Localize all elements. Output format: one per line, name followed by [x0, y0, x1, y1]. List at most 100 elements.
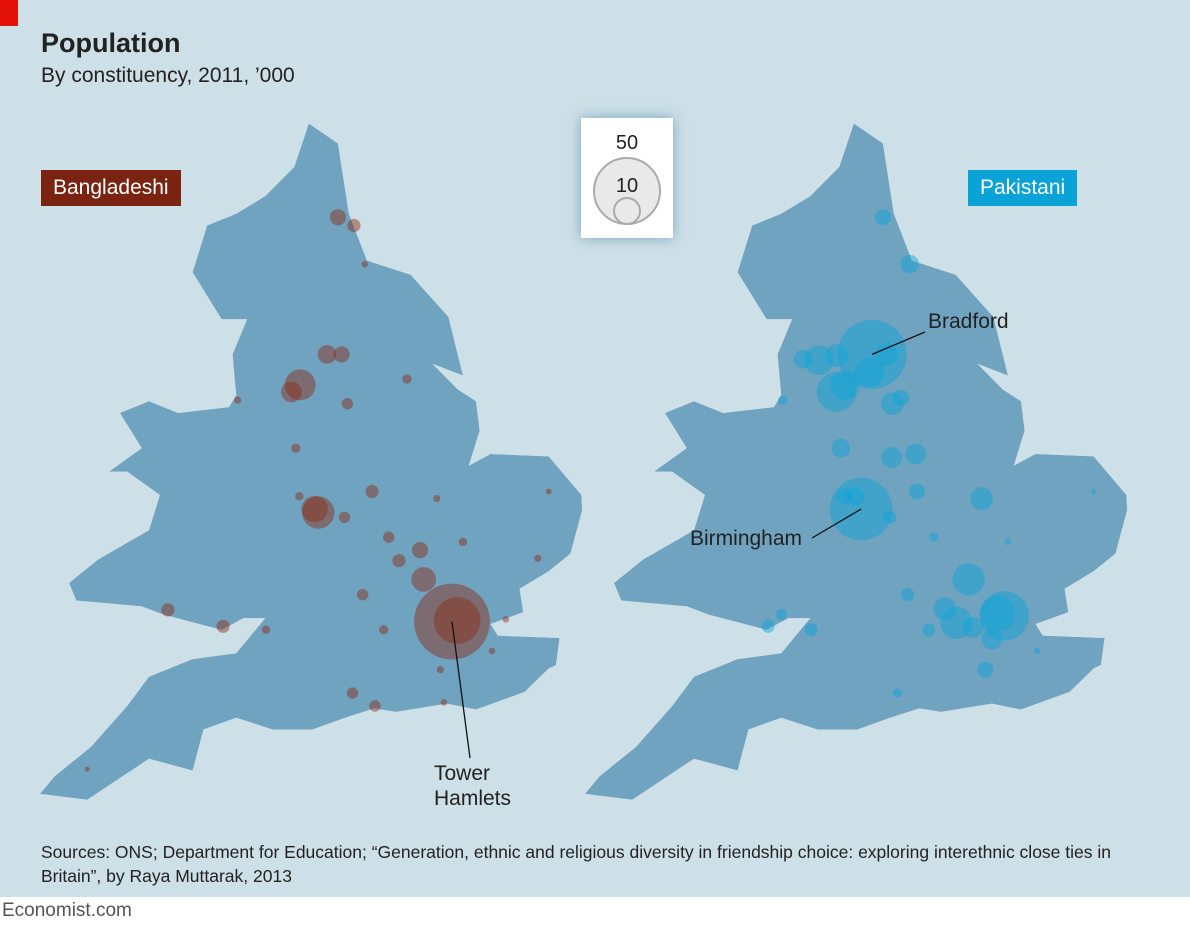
bubble-peterborough [433, 494, 441, 503]
bubble-oxford [356, 588, 369, 601]
bubble-milton-keynes [392, 554, 406, 568]
source-note: Sources: ONS; Department for Education; … [41, 842, 1111, 886]
bubble-bedford [411, 542, 429, 559]
legend-label-50: 50 [616, 132, 638, 154]
bubble-middlesbrough [361, 260, 369, 268]
bubble-norwich [545, 488, 552, 495]
bubble-croydon [981, 628, 1003, 650]
bubble-wolverhampton [836, 488, 853, 505]
bubble-rotherham [893, 389, 910, 406]
bubble-sheffield [880, 392, 904, 416]
bubble-birmingham-ladywood [301, 495, 328, 523]
map-pakistani [585, 123, 1128, 800]
bubble-swansea [161, 603, 175, 617]
bubble-burnley [824, 344, 848, 368]
bubble-liverpool [777, 395, 788, 405]
bubble-walsall [845, 486, 865, 506]
england-wales-landmass [585, 123, 1128, 800]
bubble-cardiff [761, 619, 775, 633]
bubble-portsmouth [369, 700, 381, 712]
bubble-norwich [1091, 488, 1097, 495]
annotation-tower: Tower [434, 762, 490, 785]
bubble-hounslow [962, 617, 984, 638]
bubble-northampton [383, 531, 395, 543]
bubble-cornwall [84, 766, 90, 772]
annotation-bradford-label: Bradford [928, 310, 1009, 333]
bubble-newcastle [874, 209, 892, 226]
bubble-oldham [284, 369, 316, 401]
map-bangladeshi [40, 123, 583, 800]
bubble-waltham-forest [980, 595, 1016, 631]
label-pakistani: Pakistani [968, 170, 1078, 206]
bubble-high-wycombe [933, 597, 957, 621]
bubble-coventry [338, 511, 351, 524]
bubble-leicester [365, 484, 379, 499]
bubble-newcastle [329, 209, 347, 226]
maps: Tower Hamlets Bradford Birmingham [40, 123, 1128, 810]
bubble-leeds [333, 346, 350, 363]
legend-circle-10 [613, 197, 641, 225]
footer-credit: Economist.com [2, 900, 132, 921]
bubble-scunthorpe [402, 374, 412, 384]
bubble-southampton [892, 688, 903, 698]
bubble-stoke [831, 438, 851, 458]
bubble-stoke [291, 443, 301, 453]
annotation-birmingham: Birmingham [690, 508, 862, 550]
bubble-leicester [909, 483, 926, 500]
bubble-southampton [346, 687, 359, 699]
bubble-crawley [436, 666, 445, 674]
bubble-tower-hamlets [414, 583, 490, 660]
bubble-nottingham [905, 443, 927, 465]
bubble-cambridge [1004, 538, 1012, 546]
bubble-blackburn [804, 345, 834, 376]
bubble-oldham [830, 370, 860, 400]
bubble-kirklees [855, 357, 885, 387]
bubble-coventry [882, 510, 897, 524]
bubble-ipswich [534, 554, 542, 562]
bubble-bristol [261, 625, 271, 634]
bubble-middlesbrough [900, 254, 920, 274]
bubble-manchester [280, 381, 302, 403]
bubble-cambridge [458, 537, 468, 547]
bubble-liverpool [234, 396, 242, 404]
bubble-luton [411, 567, 437, 592]
england-wales-landmass [40, 123, 583, 800]
annotation-hamlets: Hamlets [434, 787, 511, 810]
bubble-wolverhampton [295, 492, 304, 501]
bubble-luton [952, 563, 985, 596]
bubble-newport [775, 608, 787, 621]
bubble-cardiff [216, 619, 230, 633]
bubble-crawley [977, 661, 994, 678]
bubble-birmingham-hall-green [302, 496, 335, 529]
bubble-slough [940, 606, 973, 639]
bubble-kent [1033, 647, 1041, 655]
bubble-northampton [929, 532, 939, 542]
bubble-derby [881, 447, 903, 468]
bubble-oxford [901, 588, 915, 602]
chart-subtitle: By constituency, 2011, ’000 [41, 64, 295, 87]
annotation-birmingham-label: Birmingham [690, 527, 802, 550]
bubble-bristol [804, 623, 818, 637]
bubble-redbridge [979, 591, 1029, 641]
bubble-sunderland [347, 218, 361, 233]
annotation-bradford: Bradford [871, 310, 1009, 355]
legend-label-10: 10 [616, 175, 638, 197]
bubble-reading [922, 623, 936, 637]
bubble-newham [433, 597, 481, 644]
bubble-manchester [816, 372, 857, 412]
bubble-southend [502, 615, 510, 623]
bubble-leeds [875, 342, 898, 366]
bubble-peterborough [970, 487, 994, 510]
bubble-reading [379, 625, 389, 635]
chart-title: Population [41, 28, 181, 58]
bubble-kent [488, 647, 496, 655]
bubble-sheffield [341, 397, 354, 410]
brand-red-bar [0, 0, 18, 26]
bubble-brighton [440, 699, 448, 706]
chart-panel: Population By constituency, 2011, ’000 T… [0, 0, 1190, 897]
size-legend: 50 10 [581, 118, 673, 238]
bubble-preston [793, 349, 813, 369]
bubble-bradford [317, 345, 337, 364]
annotation-tower-hamlets: Tower Hamlets [434, 621, 511, 810]
label-bangladeshi: Bangladeshi [41, 170, 181, 206]
